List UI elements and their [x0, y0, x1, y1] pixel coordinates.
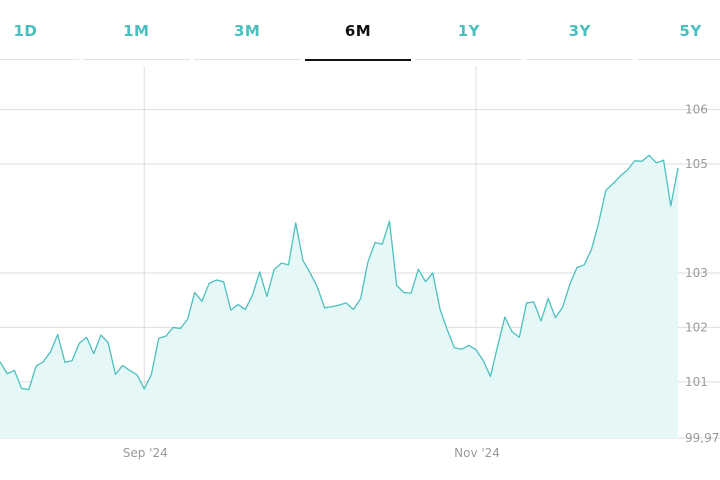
y-tick-label-0: 99,97	[685, 431, 719, 445]
tab-6m[interactable]: 6M	[304, 0, 412, 62]
price-chart: 99,97 101 102 103 105 106 Sep '24 Nov '24	[0, 66, 720, 460]
tab-1d[interactable]: 1D	[0, 0, 79, 62]
series-line	[0, 154, 679, 391]
y-tick-label-4: 105	[685, 157, 708, 171]
x-tick-label-1: Nov '24	[454, 446, 500, 460]
tab-1y[interactable]: 1Y	[415, 0, 523, 62]
tab-1m[interactable]: 1M	[82, 0, 190, 62]
y-tick-label-2: 102	[685, 320, 708, 334]
x-tick-label-0: Sep '24	[123, 446, 168, 460]
tab-3y[interactable]: 3Y	[526, 0, 634, 62]
y-tick-label-3: 103	[685, 266, 708, 280]
y-tick-label-1: 101	[685, 375, 708, 389]
period-tabs: 1D 1M 3M 6M 1Y 3Y 5Y	[0, 0, 720, 62]
tab-3m[interactable]: 3M	[193, 0, 301, 62]
area-fill	[0, 155, 678, 438]
tab-5y[interactable]: 5Y	[637, 0, 720, 62]
y-tick-label-5: 106	[685, 103, 708, 117]
